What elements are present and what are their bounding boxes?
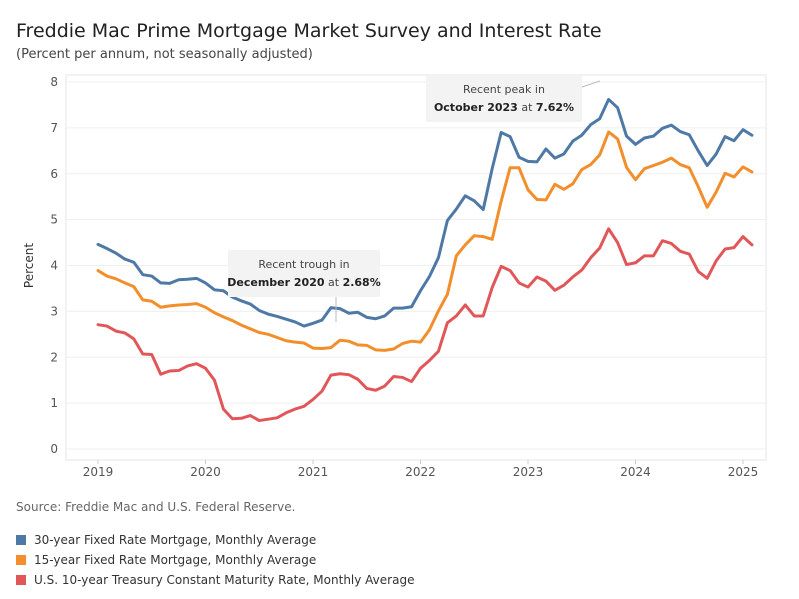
peak-annotation: Recent peak in October 2023 at 7.62% bbox=[426, 75, 601, 122]
legend-swatch-15yr bbox=[16, 555, 26, 565]
y-axis-label: Percent bbox=[22, 243, 36, 288]
x-tick-label: 2021 bbox=[298, 465, 329, 479]
legend-label-30yr: 30-year Fixed Rate Mortgage, Monthly Ave… bbox=[34, 533, 317, 547]
annotation-value: 7.62% bbox=[536, 101, 574, 114]
x-tick-label: 2025 bbox=[728, 465, 759, 479]
x-tick-label: 2019 bbox=[83, 465, 114, 479]
annotation-line1: Recent trough in bbox=[258, 258, 349, 271]
y-tick-label: 4 bbox=[50, 259, 58, 273]
series-line-10yr-treasury[interactable] bbox=[96, 227, 754, 423]
annotation-connector bbox=[581, 80, 601, 88]
series-lines bbox=[96, 97, 754, 423]
legend-item-15yr[interactable]: 15-year Fixed Rate Mortgage, Monthly Ave… bbox=[16, 550, 414, 570]
annotation-line2: October 2023 at 7.62% bbox=[434, 101, 574, 114]
y-tick-label: 7 bbox=[50, 121, 58, 135]
legend-item-10yr-treasury[interactable]: U.S. 10-year Treasury Constant Maturity … bbox=[16, 570, 414, 590]
axis-ticks: 0 1 2 3 4 5 6 7 8 2019 2020 2021 2022 2023 2024 2025 bbox=[50, 75, 758, 479]
chart-subtitle: (Percent per annum, not seasonally adjus… bbox=[16, 47, 313, 62]
y-tick-label: 8 bbox=[50, 75, 58, 89]
annotation-date: October 2023 bbox=[434, 101, 518, 114]
annotation-connector-text: at bbox=[518, 101, 536, 114]
chart-title: Freddie Mac Prime Mortgage Market Survey… bbox=[16, 20, 602, 42]
y-tick-label: 0 bbox=[50, 442, 58, 456]
source-note: Source: Freddie Mac and U.S. Federal Res… bbox=[16, 500, 296, 514]
series-line-15yr[interactable] bbox=[96, 130, 754, 352]
annotation-date: December 2020 bbox=[227, 276, 325, 289]
x-tick-label: 2023 bbox=[513, 465, 544, 479]
annotation-connector-text: at bbox=[325, 276, 343, 289]
line-chart: 0 1 2 3 4 5 6 7 8 2019 2020 2021 2022 2023 2024 2025 Pe… bbox=[22, 74, 767, 479]
legend: 30-year Fixed Rate Mortgage, Monthly Ave… bbox=[16, 530, 414, 590]
legend-swatch-10yr-treasury bbox=[16, 575, 26, 585]
annotation-value: 2.68% bbox=[343, 276, 381, 289]
legend-label-10yr-treasury: U.S. 10-year Treasury Constant Maturity … bbox=[34, 573, 415, 587]
legend-label-15yr: 15-year Fixed Rate Mortgage, Monthly Ave… bbox=[34, 553, 317, 567]
legend-swatch-30yr bbox=[16, 535, 26, 545]
gridlines bbox=[65, 74, 767, 461]
x-tick-label: 2020 bbox=[190, 465, 221, 479]
x-tick-label: 2024 bbox=[620, 465, 651, 479]
x-tick-label: 2022 bbox=[405, 465, 436, 479]
annotation-line2: December 2020 at 2.68% bbox=[227, 276, 380, 289]
annotation-line1: Recent peak in bbox=[463, 83, 545, 96]
plot-frame bbox=[65, 74, 767, 461]
series-line-30yr[interactable] bbox=[96, 97, 754, 328]
y-tick-label: 2 bbox=[50, 350, 58, 364]
y-tick-label: 1 bbox=[50, 396, 58, 410]
y-tick-label: 3 bbox=[50, 304, 58, 318]
y-tick-label: 6 bbox=[50, 167, 58, 181]
annotation-box bbox=[426, 75, 582, 122]
legend-item-30yr[interactable]: 30-year Fixed Rate Mortgage, Monthly Ave… bbox=[16, 530, 414, 550]
annotation-box bbox=[228, 250, 380, 297]
y-tick-label: 5 bbox=[50, 213, 58, 227]
trough-annotation: Recent trough in December 2020 at 2.68% bbox=[227, 250, 381, 322]
